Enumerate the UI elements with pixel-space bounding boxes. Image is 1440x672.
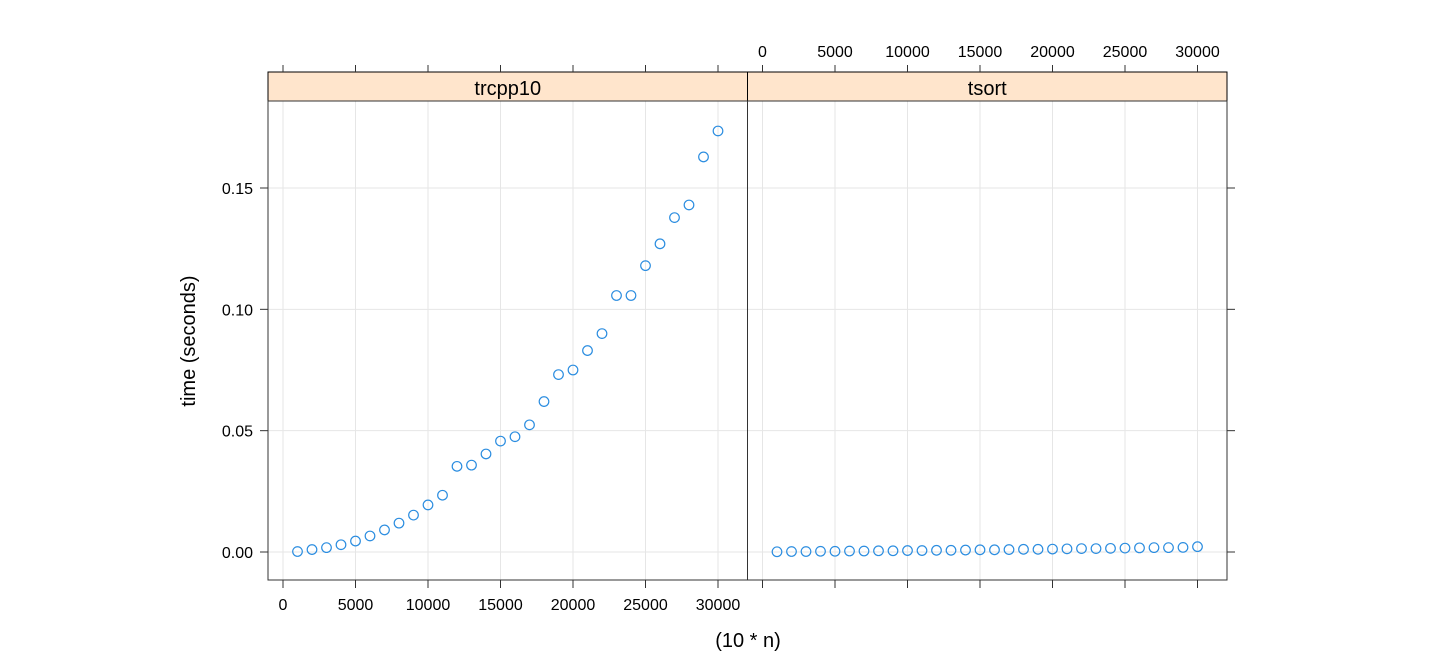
panel-strip-label: tsort — [968, 78, 1007, 100]
data-point — [1018, 543, 1029, 555]
y-axis-label: time (seconds) — [178, 275, 200, 406]
data-point — [1134, 542, 1145, 554]
data-point — [786, 546, 797, 557]
data-point — [1076, 543, 1087, 555]
data-point — [1032, 543, 1044, 555]
data-point — [989, 544, 1000, 556]
data-point — [495, 435, 506, 447]
panel-border — [267, 100, 748, 581]
x-tick-label: 10000 — [406, 597, 451, 614]
data-point — [306, 544, 318, 555]
data-point — [1119, 542, 1131, 554]
data-point — [393, 517, 405, 529]
panel-trcpp10: trcpp10 0 5000 10000 15000 20000 25000 30000 0.0… — [222, 65, 748, 614]
data-point — [698, 151, 709, 163]
x-tick-label: 25000 — [623, 597, 668, 614]
data-point — [1061, 543, 1073, 555]
data-point — [567, 364, 579, 376]
x-tick-label: 30000 — [1175, 44, 1220, 61]
x-tick-label: 5000 — [817, 44, 853, 61]
data-point — [829, 545, 841, 557]
data-point — [902, 545, 913, 556]
x-tick-label: 30000 — [696, 597, 741, 614]
x-tick-label: 0 — [279, 597, 288, 614]
data-point — [712, 125, 724, 137]
panel-tsort: tsort 0 5000 10000 15000 20000 25000 30000 — [747, 44, 1235, 588]
x-tick-label: 15000 — [958, 44, 1003, 61]
data-point — [640, 260, 651, 272]
x-tick-label: 20000 — [1030, 44, 1075, 61]
data-point — [771, 546, 783, 558]
data-point — [873, 545, 884, 557]
data-point — [931, 544, 942, 556]
data-point — [321, 542, 332, 554]
x-tick-label: 20000 — [551, 597, 596, 614]
data-point — [858, 545, 870, 557]
data-point — [509, 431, 521, 443]
data-point — [1047, 543, 1058, 555]
x-tick-label: 10000 — [885, 44, 930, 61]
data-point — [1192, 541, 1203, 553]
data-point — [887, 545, 899, 557]
data-point — [654, 238, 666, 250]
data-point — [1163, 542, 1174, 554]
data-point — [524, 419, 535, 431]
data-point — [422, 499, 434, 511]
data-point — [596, 328, 608, 340]
data-point — [408, 509, 419, 521]
data-point — [538, 396, 550, 407]
data-point — [625, 290, 637, 301]
data-point — [960, 544, 971, 556]
y-tick-label: 0.15 — [222, 181, 253, 198]
panel-strip-label: trcpp10 — [474, 78, 541, 100]
panel-border — [747, 100, 1228, 581]
data-point — [350, 535, 361, 547]
data-point — [1105, 542, 1116, 554]
data-point — [466, 459, 477, 471]
y-tick-label: 0.10 — [222, 302, 253, 319]
data-point — [611, 290, 622, 301]
x-tick-label: 5000 — [338, 597, 374, 614]
data-point — [1177, 541, 1189, 553]
data-point — [1003, 544, 1015, 555]
x-tick-label: 15000 — [478, 597, 523, 614]
data-point — [683, 199, 695, 211]
data-point — [437, 489, 448, 501]
data-point — [1090, 543, 1102, 555]
x-tick-label: 25000 — [1103, 44, 1148, 61]
panel-strip — [747, 71, 1228, 102]
data-point — [480, 448, 492, 460]
data-point — [335, 539, 347, 551]
y-tick-label: 0.05 — [222, 424, 253, 441]
data-point — [844, 545, 855, 557]
data-point — [292, 546, 303, 557]
panels-layer: trcpp10 0 5000 10000 15000 20000 25000 30000 0.0… — [222, 44, 1235, 614]
data-point — [1148, 542, 1160, 554]
data-point — [379, 524, 390, 536]
data-point — [800, 546, 812, 557]
data-point — [916, 545, 928, 556]
data-point — [451, 460, 463, 472]
data-point — [582, 345, 593, 356]
data-point — [553, 369, 564, 381]
data-point — [815, 545, 826, 557]
panel-strip — [267, 71, 748, 102]
data-point — [669, 212, 680, 224]
x-axis-label: (10 * n) — [715, 630, 781, 652]
data-point — [945, 544, 957, 556]
x-tick-label: 0 — [758, 44, 767, 61]
data-point — [974, 544, 986, 556]
data-point — [364, 530, 376, 542]
y-tick-label: 0.00 — [222, 545, 253, 562]
